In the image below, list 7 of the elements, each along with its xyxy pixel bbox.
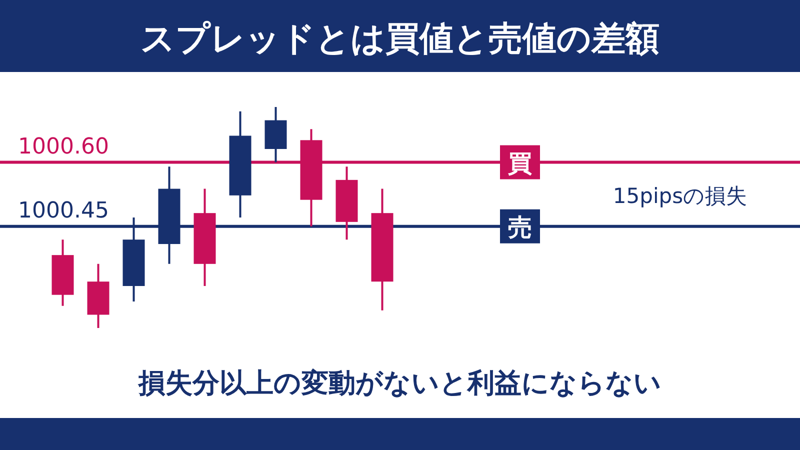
annotation: 1000.45 bbox=[18, 198, 109, 224]
chart-title: スプレッドとは買値と売値の差額 bbox=[140, 19, 660, 59]
text: 15pipsの損失 bbox=[612, 184, 748, 208]
ref-line-label: 売 bbox=[508, 213, 532, 242]
ref-line-label: 買 bbox=[507, 149, 532, 178]
annotation: 1000.60 bbox=[18, 134, 109, 160]
text: 損失分以上の変動がないと利益にならない bbox=[138, 368, 662, 399]
